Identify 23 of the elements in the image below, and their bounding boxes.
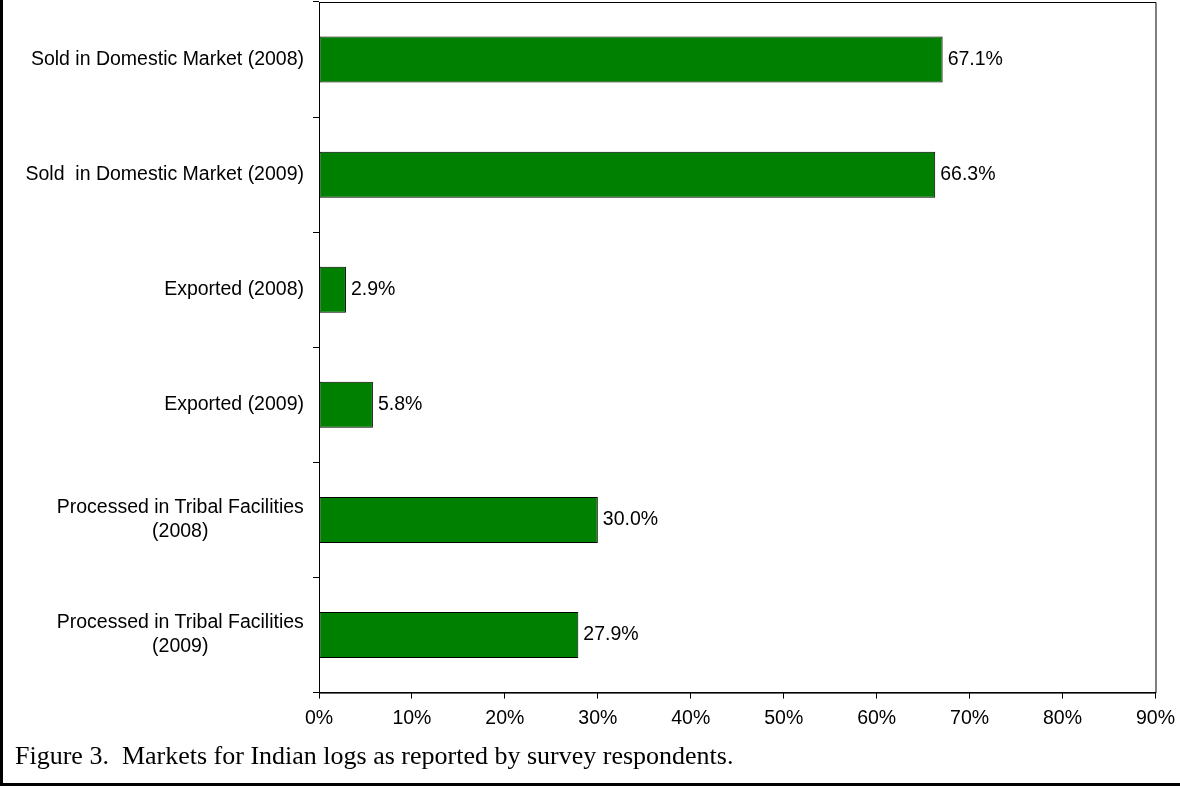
x-tick-label: 60%	[857, 705, 897, 728]
y-tick-label: Processed in Tribal Facilities (2009)	[56, 610, 305, 657]
x-tick-label: 30%	[578, 705, 618, 728]
x-tick-label: 20%	[485, 705, 525, 728]
x-tick-label: 0%	[304, 705, 334, 728]
caption: Figure 3. Markets for Indian logs as reported by survey respondents.	[15, 741, 734, 771]
data-label: 30.0%	[602, 507, 659, 530]
y-tick-label: Processed in Tribal Facilities (2008)	[56, 495, 305, 542]
x-tick-label: 40%	[671, 705, 711, 728]
x-tick-label: 10%	[392, 705, 432, 728]
y-tick-label: Exported (2009)	[164, 392, 305, 415]
y-tick-label: Sold in Domestic Market (2008)	[30, 46, 304, 69]
x-tick-label: 50%	[764, 705, 804, 728]
x-tick-label: 80%	[1043, 705, 1083, 728]
data-label: 5.8%	[377, 392, 423, 415]
data-label: 66.3%	[940, 162, 996, 185]
y-tick-label: Exported (2008)	[164, 277, 305, 300]
y-tick-label: Sold in Domestic Market (2009)	[25, 162, 304, 185]
x-tick-label: 90%	[1135, 705, 1175, 728]
data-label: 2.9%	[350, 277, 396, 300]
data-label: 67.1%	[947, 46, 1003, 69]
data-label: 27.9%	[583, 622, 639, 645]
x-tick-label: 70%	[950, 705, 990, 728]
